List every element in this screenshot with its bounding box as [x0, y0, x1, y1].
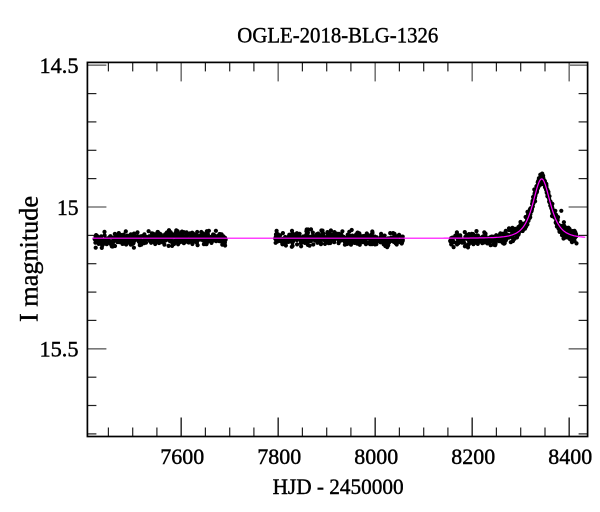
svg-text:HJD - 2450000: HJD - 2450000 [273, 474, 404, 499]
svg-text:7600: 7600 [160, 444, 204, 469]
svg-text:15: 15 [57, 195, 79, 220]
svg-text:15.5: 15.5 [40, 337, 79, 362]
svg-text:7800: 7800 [257, 444, 301, 469]
svg-text:14.5: 14.5 [40, 53, 79, 78]
svg-text:I magnitude: I magnitude [14, 196, 44, 322]
svg-text:OGLE-2018-BLG-1326: OGLE-2018-BLG-1326 [237, 23, 438, 48]
svg-text:8400: 8400 [548, 444, 592, 469]
svg-text:8200: 8200 [451, 444, 495, 469]
svg-text:8000: 8000 [354, 444, 398, 469]
